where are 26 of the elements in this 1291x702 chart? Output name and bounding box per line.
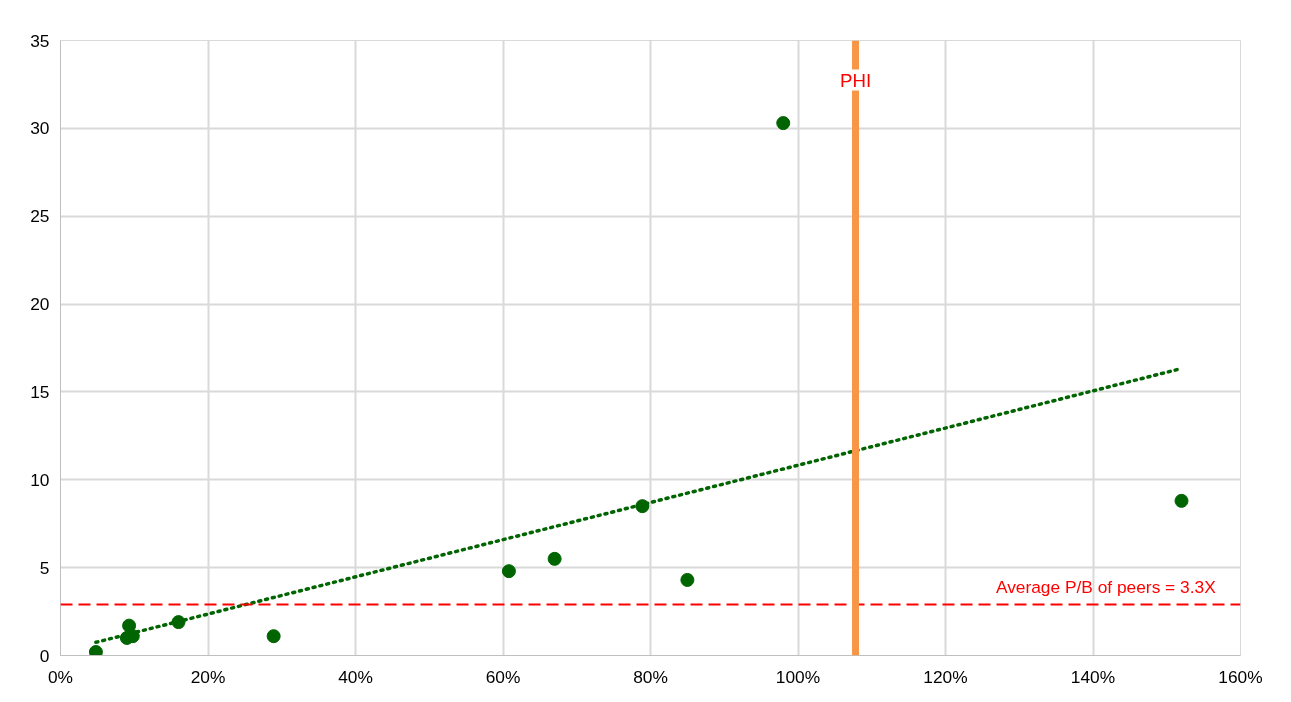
point — [547, 551, 562, 566]
annotation: Average P/B of peers = 3.3X — [995, 576, 1217, 597]
x-tick-label: 100% — [775, 666, 821, 687]
y-tick-label: 25 — [30, 206, 50, 227]
point — [1174, 493, 1189, 508]
x-tick-label: 60% — [485, 666, 521, 687]
y-tick-label: 35 — [30, 30, 50, 51]
point — [776, 116, 791, 131]
y-tick-label: 0 — [39, 645, 50, 666]
point — [501, 564, 516, 579]
point — [680, 572, 695, 587]
point — [88, 645, 103, 656]
x-tick-label: 20% — [190, 666, 226, 687]
x-tick-label: 160% — [1218, 666, 1263, 687]
y-tick-label: 10 — [30, 469, 50, 490]
x-tick-label: 0% — [47, 666, 74, 687]
y-tick-label: 20 — [30, 294, 50, 315]
y-tick-label: 5 — [39, 557, 50, 578]
y-tick-label: 15 — [30, 381, 50, 402]
ref-line-label: PHI — [839, 69, 872, 91]
point — [266, 629, 281, 644]
x-tick-label: 140% — [1070, 666, 1116, 687]
x-tick-label: 120% — [923, 666, 968, 687]
y-tick-label: 30 — [30, 118, 50, 139]
x-tick-label: 80% — [633, 666, 668, 687]
x-tick-label: 40% — [338, 666, 373, 687]
